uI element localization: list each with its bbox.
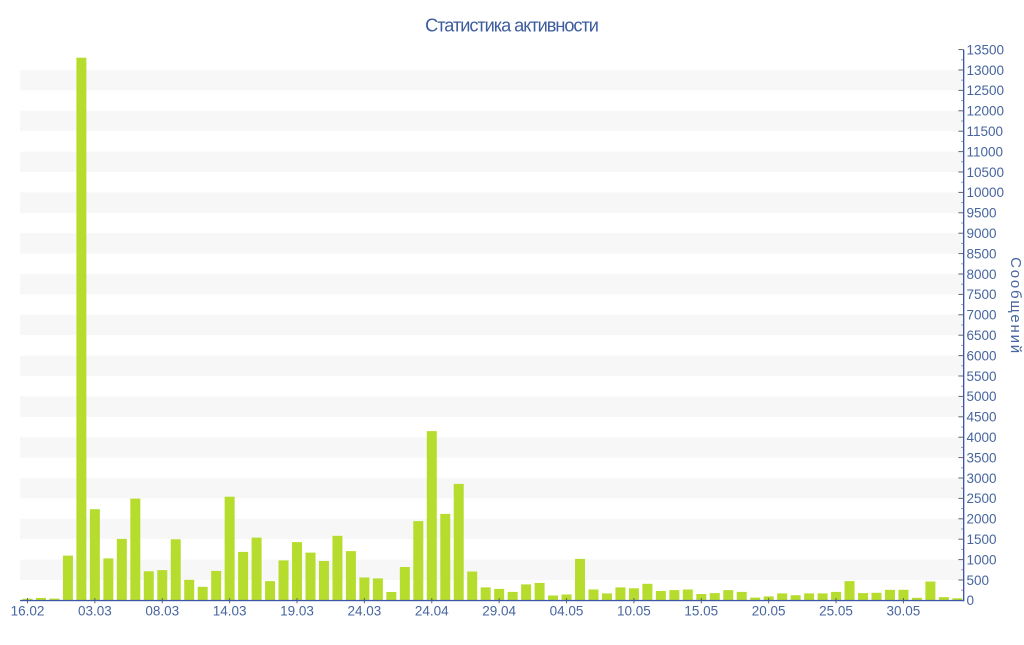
svg-text:1500: 1500 — [967, 532, 997, 547]
svg-text:11000: 11000 — [967, 144, 1004, 159]
svg-text:8500: 8500 — [967, 246, 997, 261]
svg-text:500: 500 — [967, 573, 990, 588]
svg-text:30.05: 30.05 — [887, 604, 921, 619]
svg-text:7000: 7000 — [967, 308, 997, 323]
svg-text:24.03: 24.03 — [348, 604, 382, 619]
svg-text:7500: 7500 — [967, 287, 997, 302]
svg-text:11500: 11500 — [967, 124, 1004, 139]
svg-text:1000: 1000 — [967, 552, 997, 567]
svg-text:4500: 4500 — [967, 410, 997, 425]
svg-text:19.03: 19.03 — [280, 604, 314, 619]
svg-text:6000: 6000 — [967, 348, 997, 363]
svg-text:2500: 2500 — [967, 491, 997, 506]
svg-text:0: 0 — [967, 593, 975, 608]
svg-text:Сообщений: Сообщений — [1007, 257, 1024, 355]
svg-text:10500: 10500 — [967, 165, 1005, 180]
svg-text:24.04: 24.04 — [415, 604, 449, 619]
svg-text:03.03: 03.03 — [78, 604, 112, 619]
svg-text:5500: 5500 — [967, 369, 997, 384]
svg-text:3000: 3000 — [967, 471, 997, 486]
svg-text:2000: 2000 — [967, 512, 997, 527]
svg-text:08.03: 08.03 — [145, 604, 179, 619]
svg-text:12500: 12500 — [967, 83, 1005, 98]
svg-text:9000: 9000 — [967, 226, 997, 241]
svg-text:4000: 4000 — [967, 430, 997, 445]
svg-text:Статистика активности: Статистика активности — [425, 16, 598, 36]
svg-text:12000: 12000 — [967, 104, 1005, 119]
svg-text:25.05: 25.05 — [819, 604, 853, 619]
svg-text:14.03: 14.03 — [213, 604, 247, 619]
svg-text:16.02: 16.02 — [11, 604, 45, 619]
svg-text:29.04: 29.04 — [482, 604, 516, 619]
svg-text:13500: 13500 — [967, 42, 1005, 57]
svg-text:8000: 8000 — [967, 267, 997, 282]
svg-text:15.05: 15.05 — [684, 604, 718, 619]
svg-text:04.05: 04.05 — [550, 604, 584, 619]
svg-text:20.05: 20.05 — [752, 604, 786, 619]
svg-text:10.05: 10.05 — [617, 604, 651, 619]
svg-text:13000: 13000 — [967, 63, 1005, 78]
svg-text:6500: 6500 — [967, 328, 997, 343]
svg-text:10000: 10000 — [967, 185, 1005, 200]
svg-text:5000: 5000 — [967, 389, 997, 404]
svg-text:3500: 3500 — [967, 450, 997, 465]
svg-text:9500: 9500 — [967, 206, 997, 221]
